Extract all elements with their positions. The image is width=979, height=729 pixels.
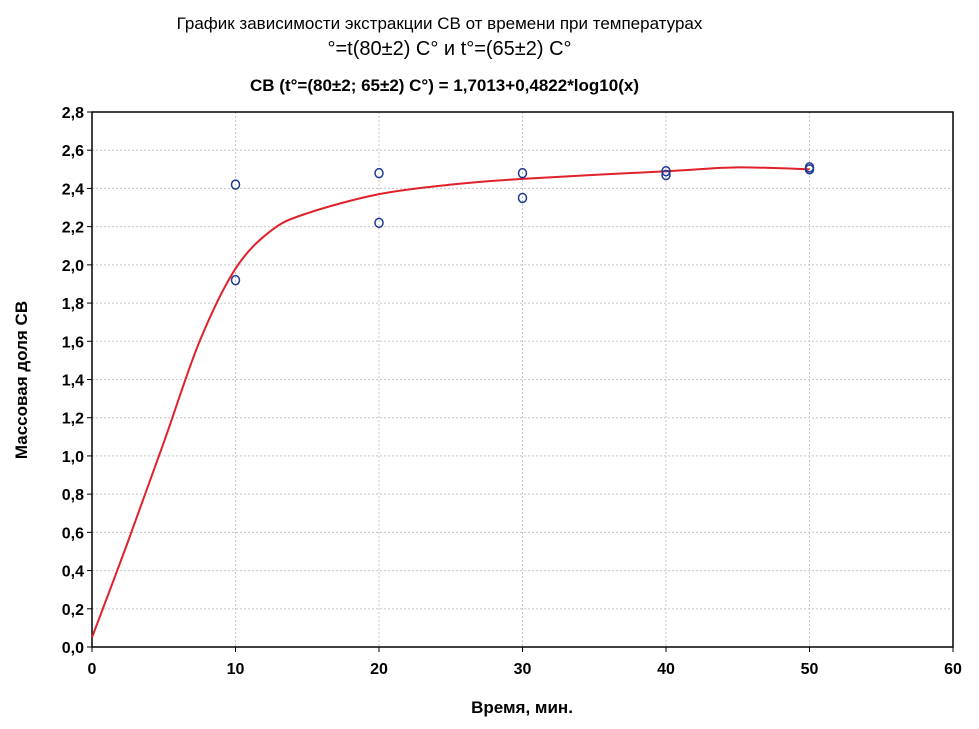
y-tick-label: 2,0 bbox=[62, 258, 84, 275]
y-tick-label: 1,8 bbox=[62, 296, 84, 313]
data-point bbox=[374, 167, 384, 179]
y-tick-label: 0,6 bbox=[62, 525, 84, 542]
data-point bbox=[517, 167, 528, 179]
y-tick-label: 2,8 bbox=[62, 105, 84, 122]
fit-equation: СВ (t°=(80±2; 65±2) С°) = 1,7013+0,4822*… bbox=[250, 76, 639, 95]
x-tick-label: 50 bbox=[801, 661, 819, 678]
y-tick-label: 0,4 bbox=[62, 564, 84, 581]
data-point bbox=[517, 192, 528, 204]
x-tick-label: 20 bbox=[370, 661, 388, 678]
data-point bbox=[374, 217, 384, 229]
y-tick-label: 1,2 bbox=[62, 411, 84, 428]
y-tick-label: 2,4 bbox=[62, 181, 84, 198]
x-tick-label: 0 bbox=[88, 661, 97, 678]
y-axis-label: Массовая доля СВ bbox=[12, 301, 31, 459]
y-tick-label: 1,0 bbox=[62, 449, 84, 466]
x-tick-label: 40 bbox=[657, 661, 675, 678]
data-point bbox=[661, 165, 671, 177]
x-tick-label: 10 bbox=[227, 661, 245, 678]
y-tick-label: 2,2 bbox=[62, 220, 84, 237]
chart-title: График зависимости экстракции СВ от врем… bbox=[176, 14, 703, 33]
y-tick-label: 1,6 bbox=[62, 334, 84, 351]
data-point bbox=[804, 164, 815, 175]
y-tick-label: 2,6 bbox=[62, 143, 84, 160]
x-tick-label: 30 bbox=[514, 661, 532, 678]
chart-subtitle: °=t(80±2) С° и t°=(65±2) С° bbox=[327, 38, 572, 60]
data-point bbox=[230, 274, 241, 286]
x-axis-label: Время, мин. bbox=[471, 698, 573, 717]
y-tick-label: 1,4 bbox=[62, 373, 84, 390]
fit-curve bbox=[91, 166, 810, 638]
y-tick-label: 0,2 bbox=[62, 602, 84, 619]
y-tick-label: 0,0 bbox=[62, 640, 84, 657]
data-point bbox=[661, 169, 671, 181]
x-tick-label: 60 bbox=[944, 661, 962, 678]
data-point bbox=[230, 179, 241, 190]
y-tick-label: 0,8 bbox=[62, 487, 84, 504]
